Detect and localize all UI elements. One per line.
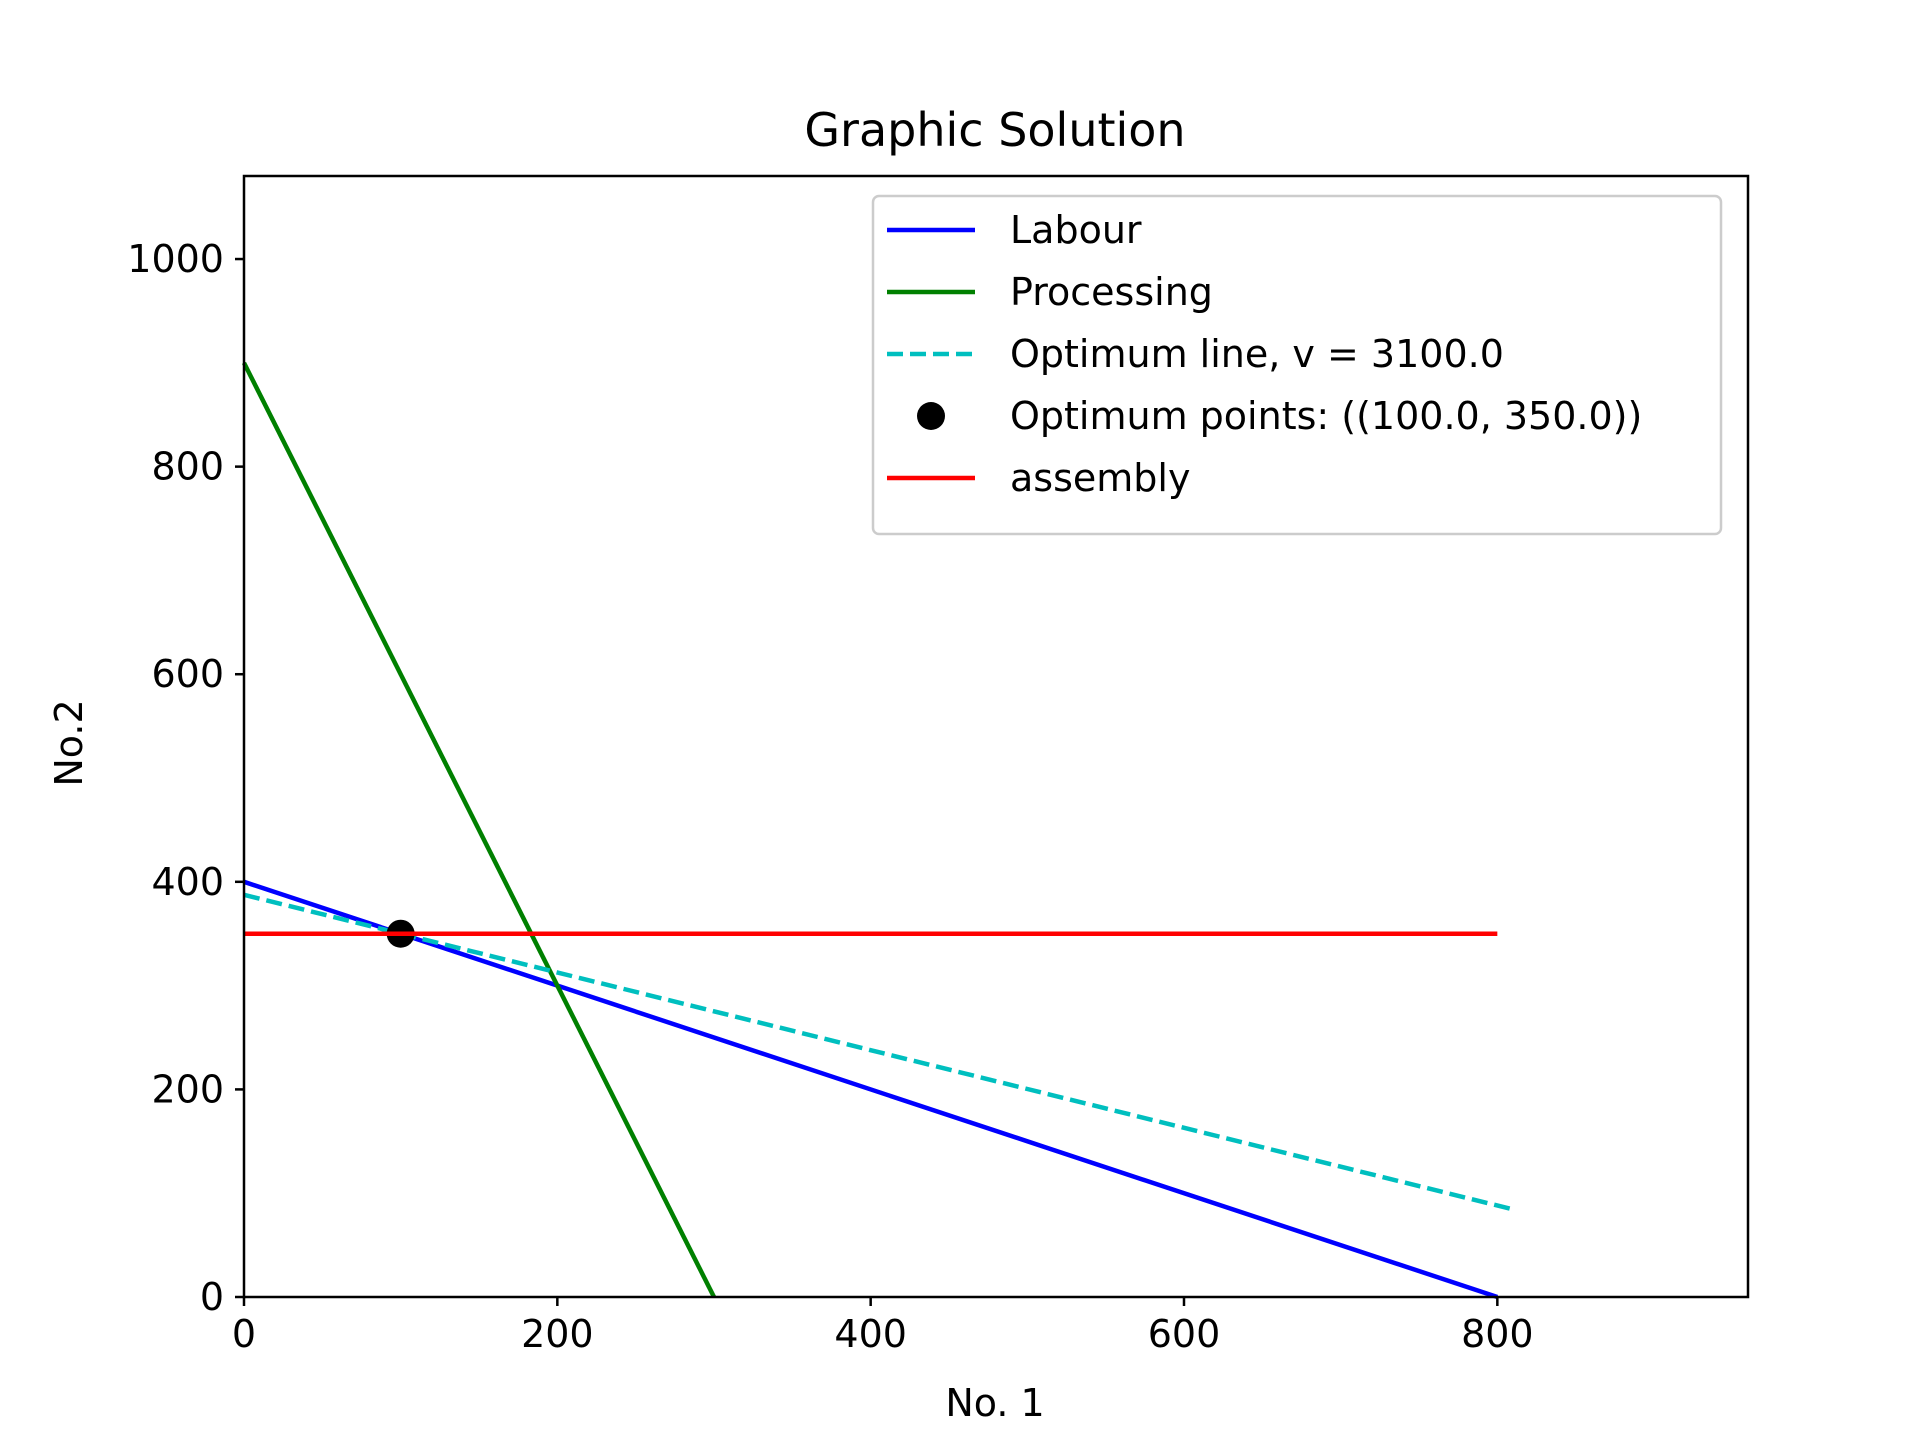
plot-area <box>241 361 1514 1300</box>
legend-box <box>871 194 1723 536</box>
x-axis-label: No. 1 <box>945 1381 1044 1425</box>
x-tick-label: 800 <box>1461 1312 1534 1356</box>
x-tick-label: 200 <box>521 1312 594 1356</box>
x-tick-label: 400 <box>834 1312 907 1356</box>
legend-swatch-optimum-points-100-0-350-0 <box>917 402 945 430</box>
y-tick-label: 1000 <box>127 237 224 281</box>
chart-title: Graphic Solution <box>804 103 1185 157</box>
y-tick-label: 0 <box>200 1275 224 1319</box>
legend-label-labour: Labour <box>1010 208 1142 252</box>
series-processing-line <box>241 361 717 1299</box>
legend-label-assembly: assembly <box>1010 456 1190 500</box>
axis-ticks: 0 200 400 600 800 0 200 400 600 800 1000 <box>127 237 1533 1356</box>
legend-label-optimum-line-v-3100-0: Optimum line, v = 3100.0 <box>1010 332 1504 376</box>
legend-label-optimum-points-100-0-350-0: Optimum points: ((100.0, 350.0)) <box>1010 394 1642 438</box>
legend: Labour Processing Optimum line, v = 3100.0… <box>871 194 1723 536</box>
series-optimum-line-v-3100-0-line <box>243 892 1514 1212</box>
y-tick-label: 200 <box>151 1067 224 1111</box>
x-tick-label: 600 <box>1148 1312 1221 1356</box>
y-tick-label: 600 <box>151 652 224 696</box>
y-axis-label: No.2 <box>47 699 91 786</box>
y-tick-label: 400 <box>151 860 224 904</box>
plot-frame <box>242 174 1750 1299</box>
x-tick-label: 0 <box>232 1312 256 1356</box>
legend-label-processing: Processing <box>1010 270 1213 314</box>
y-tick-label: 800 <box>151 445 224 489</box>
series-labour-line <box>243 879 1499 1300</box>
